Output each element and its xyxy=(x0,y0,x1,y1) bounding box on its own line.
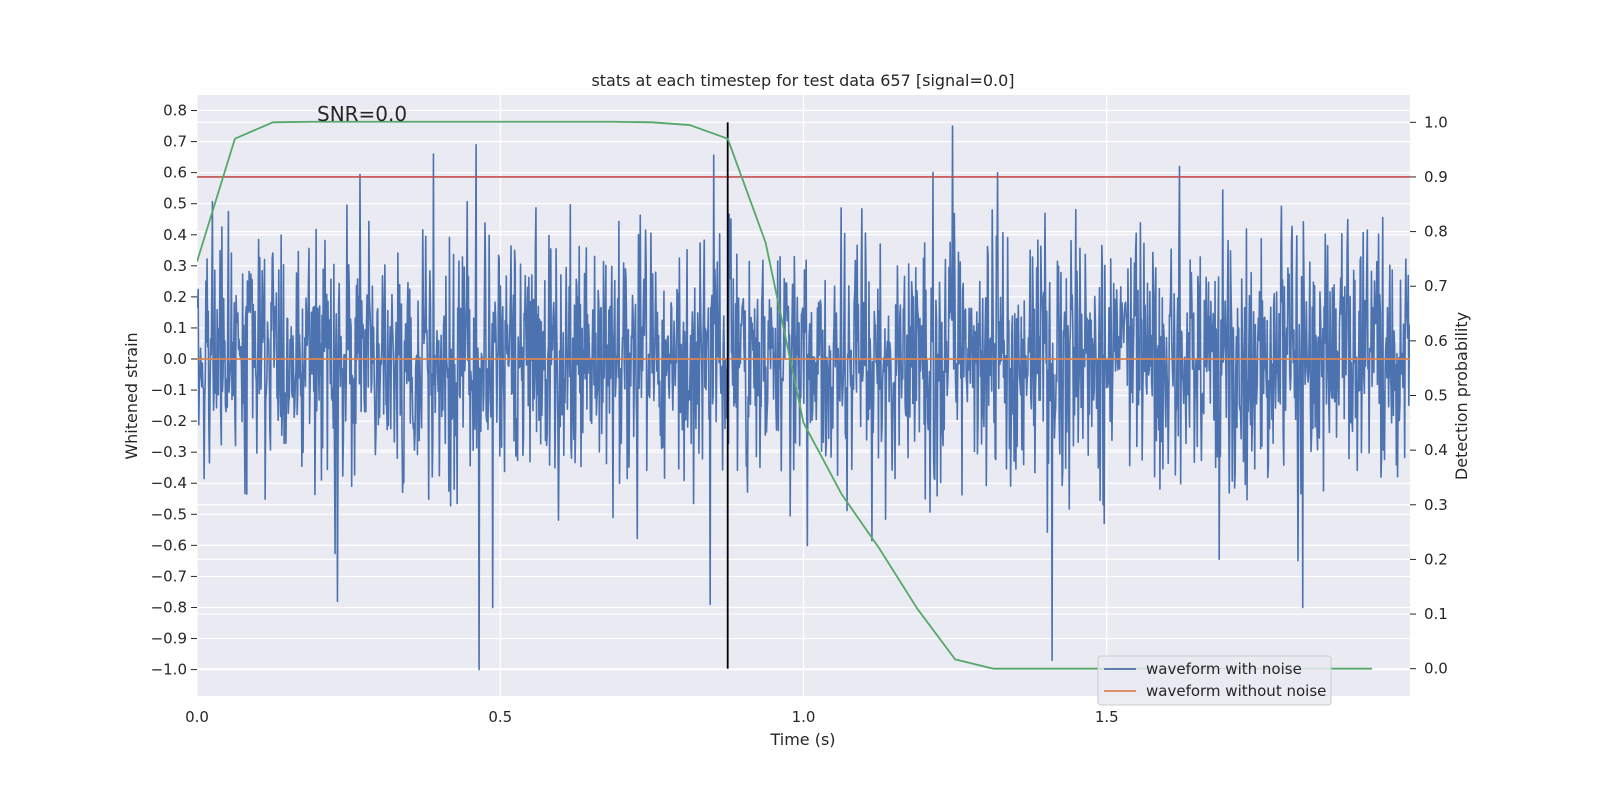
y-right-tick-label: 0.7 xyxy=(1424,277,1448,295)
legend: waveform with noise waveform without noi… xyxy=(1097,655,1332,706)
y-tick-label: 0.0 xyxy=(163,350,187,368)
y-right-tick-label: 0.9 xyxy=(1424,168,1448,186)
y-axis-right: 1.0 0.9 0.8 0.7 0.6 0.5 0.4 0.3 0.2 0.1 0.0 xyxy=(1410,113,1448,678)
y-right-tick-label: 0.4 xyxy=(1424,441,1448,459)
x-tick-label: 1.0 xyxy=(792,708,816,726)
y-tick-label: −0.1 xyxy=(151,381,187,399)
y-tick-label: 0.3 xyxy=(163,257,187,275)
snr-annotation: SNR=0.0 xyxy=(317,102,407,126)
y-tick-label: 0.8 xyxy=(163,102,187,120)
y-tick-label: −0.4 xyxy=(151,474,187,492)
chart-title: stats at each timestep for test data 657… xyxy=(591,71,1014,90)
y-tick-label: 0.2 xyxy=(163,288,187,306)
y-tick-label: −0.5 xyxy=(151,505,187,523)
y-axis-label-left: Whitened strain xyxy=(122,332,141,459)
y-axis-label-right: Detection probability xyxy=(1452,312,1471,480)
y-tick-label: 0.7 xyxy=(163,133,187,151)
y-right-tick-label: 0.1 xyxy=(1424,605,1448,623)
y-tick-label: −0.9 xyxy=(151,630,187,648)
x-tick-label: 0.0 xyxy=(185,708,209,726)
y-right-tick-label: 0.6 xyxy=(1424,332,1448,350)
y-tick-label: 0.5 xyxy=(163,195,187,213)
y-tick-label: 0.4 xyxy=(163,226,187,244)
y-right-tick-label: 0.0 xyxy=(1424,660,1448,678)
y-tick-label: −0.3 xyxy=(151,443,187,461)
y-right-tick-label: 0.8 xyxy=(1424,223,1448,241)
x-axis: 0.0 0.5 1.0 1.5 xyxy=(185,708,1119,726)
legend-label-waveform-without-noise: waveform without noise xyxy=(1146,682,1326,700)
y-right-tick-label: 1.0 xyxy=(1424,113,1448,131)
y-tick-label: −0.8 xyxy=(151,598,187,616)
y-tick-label: −0.6 xyxy=(151,536,187,554)
y-tick-label: −0.7 xyxy=(151,567,187,585)
y-tick-label: 0.6 xyxy=(163,164,187,182)
y-right-tick-label: 0.5 xyxy=(1424,387,1448,405)
y-axis-left: 0.8 0.7 0.6 0.5 0.4 0.3 0.2 0.1 0.0 −0.1 −0.2 −0.3 −… xyxy=(151,102,197,679)
legend-label-waveform-with-noise: waveform with noise xyxy=(1146,660,1302,678)
y-tick-label: −1.0 xyxy=(151,661,187,679)
x-tick-label: 1.5 xyxy=(1095,708,1119,726)
x-axis-label: Time (s) xyxy=(769,730,835,749)
y-right-tick-label: 0.3 xyxy=(1424,496,1448,514)
legend-box xyxy=(1097,655,1332,706)
y-tick-label: −0.2 xyxy=(151,412,187,430)
y-tick-label: 0.1 xyxy=(163,319,187,337)
y-right-tick-label: 0.2 xyxy=(1424,550,1448,568)
plot-area xyxy=(197,120,1410,671)
series-line-waveform-with-noise xyxy=(197,125,1410,671)
x-tick-label: 0.5 xyxy=(488,708,512,726)
